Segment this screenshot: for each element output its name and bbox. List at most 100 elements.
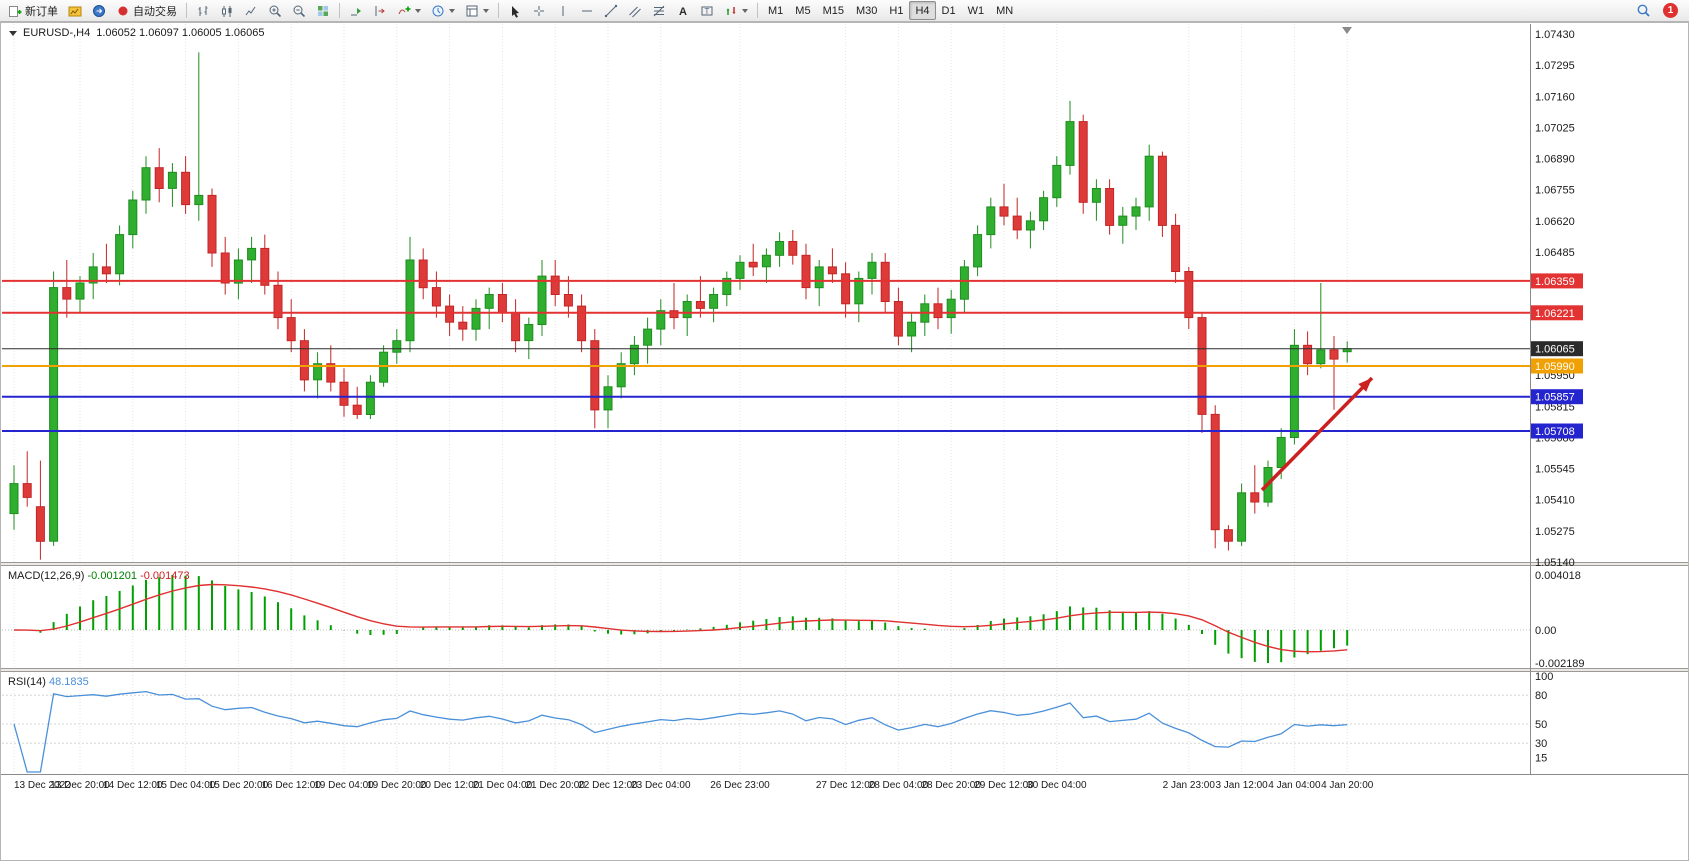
svg-text:100: 100 (1535, 671, 1553, 683)
text-label-icon: T (700, 4, 714, 18)
toolbar-separator (339, 3, 340, 18)
periods-button[interactable] (426, 1, 460, 20)
timeframe-h1-button[interactable]: H1 (883, 1, 909, 20)
chart-shift-icon (373, 4, 387, 18)
line-chart-button[interactable] (239, 1, 263, 20)
svg-text:1.05275: 1.05275 (1535, 526, 1575, 538)
cursor-button[interactable] (503, 1, 527, 20)
auto-scroll-icon (349, 4, 363, 18)
equidistant-channel-button[interactable] (623, 1, 647, 20)
trend-arrow-annotation (1260, 376, 1374, 492)
svg-text:1.06620: 1.06620 (1535, 216, 1575, 228)
text-button[interactable]: A (671, 1, 695, 20)
svg-text:23 Dec 04:00: 23 Dec 04:00 (631, 780, 691, 791)
svg-text:80: 80 (1535, 690, 1547, 702)
indicators-icon (397, 4, 411, 18)
horizontal-line-button[interactable] (575, 1, 599, 20)
timeframe-h4-button[interactable]: H4 (909, 1, 936, 20)
zoom-in-button[interactable] (263, 1, 287, 20)
notification-badge[interactable]: 1 (1663, 3, 1678, 18)
svg-text:1.05545: 1.05545 (1535, 464, 1575, 476)
crosshair-icon (532, 4, 546, 18)
toolbar-right-group: 1 (1631, 1, 1686, 20)
profiles-button[interactable] (63, 1, 87, 20)
svg-text:1.06359: 1.06359 (1535, 276, 1575, 288)
autotrading-label: 自动交易 (133, 5, 177, 18)
svg-text:1.05990: 1.05990 (1535, 361, 1575, 373)
svg-text:3 Jan 12:00: 3 Jan 12:00 (1215, 780, 1268, 791)
timeframe-d1-button[interactable]: D1 (936, 1, 962, 20)
svg-text:1.05857: 1.05857 (1535, 392, 1575, 404)
svg-text:T: T (705, 6, 710, 15)
vertical-line-icon (556, 4, 570, 18)
arrows-button[interactable] (719, 1, 753, 20)
svg-text:1.05708: 1.05708 (1535, 426, 1575, 438)
timeframe-m5-button[interactable]: M5 (789, 1, 816, 20)
svg-text:29 Dec 12:00: 29 Dec 12:00 (974, 780, 1034, 791)
chart-window: EURUSD-,H4 1.06052 1.06097 1.06005 1.060… (0, 22, 1689, 861)
crosshair-button[interactable] (527, 1, 551, 20)
auto-scroll-button[interactable] (344, 1, 368, 20)
timeframe-m30-button[interactable]: M30 (850, 1, 883, 20)
chevron-down-icon (483, 8, 489, 13)
svg-text:26 Dec 23:00: 26 Dec 23:00 (710, 780, 770, 791)
bar-chart-button[interactable] (191, 1, 215, 20)
svg-text:15 Dec 04:00: 15 Dec 04:00 (156, 780, 216, 791)
candlesticks-button[interactable] (215, 1, 239, 20)
svg-text:30: 30 (1535, 738, 1547, 750)
svg-text:1.06221: 1.06221 (1535, 308, 1575, 320)
svg-text:1.06890: 1.06890 (1535, 154, 1575, 166)
template-icon (465, 4, 479, 18)
arrows-icon (724, 4, 738, 18)
zoom-out-button[interactable] (287, 1, 311, 20)
svg-text:15: 15 (1535, 753, 1547, 765)
symbol-dropdown-icon[interactable] (9, 30, 17, 36)
svg-text:4 Jan 04:00: 4 Jan 04:00 (1268, 780, 1321, 791)
chart-shift-marker-icon (1342, 27, 1352, 34)
zoom-in-icon (268, 4, 282, 18)
price-chart[interactable]: 1.07430 1.07295 1.07160 1.07025 1.06890 1.067… (0, 22, 1689, 861)
autotrading-button[interactable]: 自动交易 (111, 1, 182, 20)
timeframe-m15-button[interactable]: M15 (817, 1, 850, 20)
svg-text:27 Dec 12:00: 27 Dec 12:00 (816, 780, 876, 791)
svg-text:1.07160: 1.07160 (1535, 91, 1575, 103)
svg-text:28 Dec 20:00: 28 Dec 20:00 (921, 780, 981, 791)
timeframe-m1-button[interactable]: M1 (762, 1, 789, 20)
svg-text:1.07295: 1.07295 (1535, 60, 1575, 72)
trendline-button[interactable] (599, 1, 623, 20)
search-button[interactable] (1631, 1, 1656, 20)
svg-text:1.05140: 1.05140 (1535, 557, 1575, 569)
svg-text:0.00: 0.00 (1535, 625, 1556, 637)
market-watch-button[interactable] (87, 1, 111, 20)
svg-text:19 Dec 04:00: 19 Dec 04:00 (314, 780, 374, 791)
svg-text:19 Dec 20:00: 19 Dec 20:00 (367, 780, 427, 791)
new-order-button[interactable]: 新订单 (3, 1, 63, 20)
svg-text:28 Dec 04:00: 28 Dec 04:00 (869, 780, 929, 791)
timeframe-mn-button[interactable]: MN (990, 1, 1019, 20)
rsi-label: RSI(14) 48.1835 (8, 676, 89, 688)
text-label-button[interactable]: T (695, 1, 719, 20)
templates-button[interactable] (460, 1, 494, 20)
svg-text:1.06485: 1.06485 (1535, 247, 1575, 259)
svg-text:2 Jan 23:00: 2 Jan 23:00 (1163, 780, 1216, 791)
trendline-icon (604, 4, 618, 18)
timeframe-w1-button[interactable]: W1 (962, 1, 991, 20)
bar-chart-icon (196, 4, 210, 18)
hlines-layer (2, 279, 1530, 432)
tile-windows-button[interactable] (311, 1, 335, 20)
vertical-line-button[interactable] (551, 1, 575, 20)
candlestick-icon (220, 4, 234, 18)
svg-text:15 Dec 20:00: 15 Dec 20:00 (209, 780, 269, 791)
price-axis: 1.07430 1.07295 1.07160 1.07025 1.06890 1.067… (1531, 29, 1583, 569)
indicators-button[interactable] (392, 1, 426, 20)
line-chart-icon (244, 4, 258, 18)
svg-text:1.07430: 1.07430 (1535, 29, 1575, 41)
svg-text:1.06065: 1.06065 (1535, 344, 1575, 356)
fibonacci-button[interactable] (647, 1, 671, 20)
chart-shift-button[interactable] (368, 1, 392, 20)
svg-text:13 Dec 20:00: 13 Dec 20:00 (50, 780, 110, 791)
chart-header: EURUSD-,H4 1.06052 1.06097 1.06005 1.060… (9, 27, 264, 39)
ohlc-values: 1.06052 1.06097 1.06005 1.06065 (96, 27, 265, 39)
svg-text:1.05410: 1.05410 (1535, 495, 1575, 507)
